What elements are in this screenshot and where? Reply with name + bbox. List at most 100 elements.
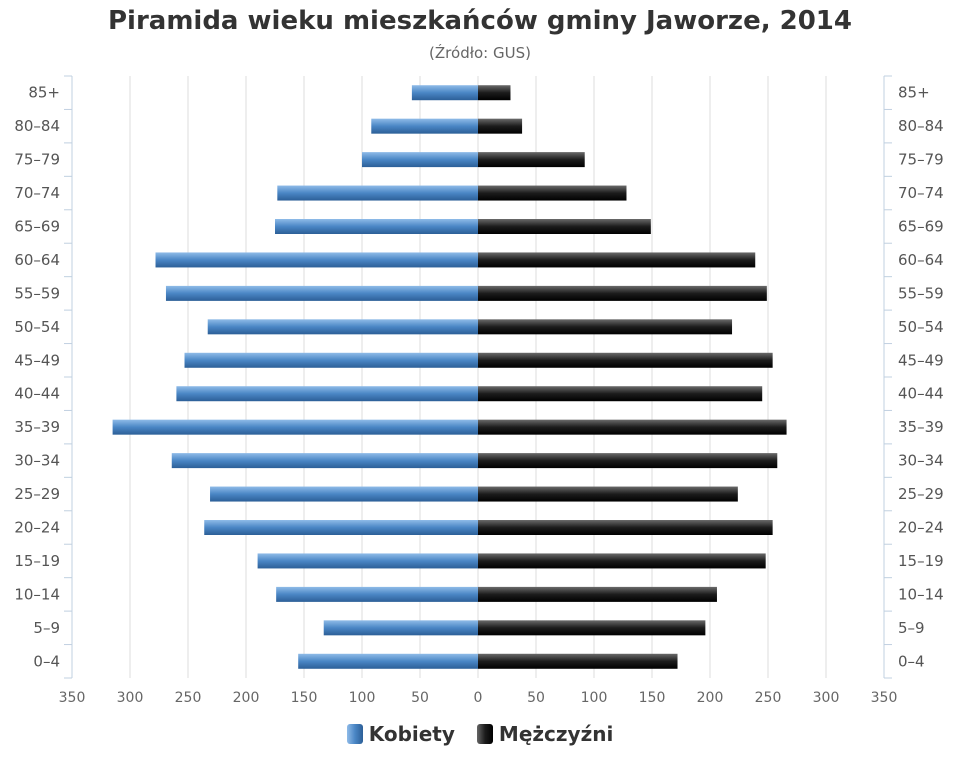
x-tick-label: 300 — [813, 690, 840, 706]
bar-mezczyzni — [478, 553, 766, 569]
legend-label-kobiety: Kobiety — [368, 722, 455, 746]
left-category-label: 65–69 — [14, 218, 60, 236]
bar-kobiety — [176, 386, 478, 402]
right-category-label: 85+ — [898, 84, 930, 102]
bar-kobiety — [371, 118, 478, 134]
legend-item-mezczyzni[interactable]: Mężczyźni — [476, 722, 614, 746]
bar-mezczyzni — [478, 586, 717, 602]
right-category-label: 70–74 — [898, 184, 944, 202]
x-axis: 350 300 250 200 150 100 50 0 50 100 150 200 250 300 35… — [59, 690, 898, 706]
x-tick-label: 50 — [527, 690, 545, 706]
bar-mezczyzni — [478, 419, 787, 435]
bar-kobiety — [276, 586, 478, 602]
bar-kobiety — [204, 520, 479, 535]
bar-mezczyzni — [478, 453, 778, 469]
right-category-label: 80–84 — [898, 117, 944, 135]
left-category-label: 0–4 — [33, 652, 60, 670]
x-tick-label: 200 — [697, 690, 724, 706]
left-category-label: 85+ — [28, 84, 60, 102]
x-tick-label: 300 — [117, 690, 144, 706]
left-category-label: 10–14 — [14, 585, 60, 603]
right-category-label: 10–14 — [898, 585, 944, 603]
bar-kobiety — [298, 653, 478, 669]
right-category-label: 25–29 — [898, 485, 944, 503]
left-category-label: 75–79 — [14, 151, 60, 169]
x-tick-label: 150 — [639, 690, 666, 706]
right-category-label: 40–44 — [898, 385, 944, 403]
x-tick-label: 100 — [581, 690, 608, 706]
right-category-label: 65–69 — [898, 218, 944, 236]
bar-kobiety — [207, 319, 478, 335]
bar-kobiety — [112, 419, 478, 435]
bar-mezczyzni — [478, 352, 773, 368]
bar-mezczyzni — [478, 653, 678, 669]
x-tick-label: 0 — [474, 690, 483, 706]
legend-item-kobiety[interactable]: Kobiety — [346, 722, 455, 746]
left-category-label: 80–84 — [14, 117, 60, 135]
left-category-label: 60–64 — [14, 251, 60, 269]
x-tick-label: 150 — [291, 690, 318, 706]
right-category-label: 50–54 — [898, 318, 944, 336]
left-category-label: 45–49 — [14, 351, 60, 369]
left-category-label: 55–59 — [14, 284, 60, 302]
bar-mezczyzni — [478, 152, 585, 168]
x-tick-label: 250 — [175, 690, 202, 706]
left-category-label: 40–44 — [14, 385, 60, 403]
right-category-label: 20–24 — [898, 519, 944, 537]
right-category-label: 45–49 — [898, 351, 944, 369]
x-tick-label: 200 — [233, 690, 260, 706]
legend-swatch-mezczyzni — [476, 724, 493, 744]
bar-kobiety — [323, 620, 478, 636]
left-category-label: 5–9 — [33, 619, 60, 637]
x-tick-label: 350 — [59, 690, 86, 706]
bar-mezczyzni — [478, 620, 706, 636]
bar-mezczyzni — [478, 252, 756, 268]
left-category-label: 35–39 — [14, 418, 60, 436]
right-category-label: 35–39 — [898, 418, 944, 436]
bar-mezczyzni — [478, 118, 523, 134]
chart-title: Piramida wieku mieszkańców gminy Jaworze… — [107, 6, 852, 36]
bar-mezczyzni — [478, 285, 767, 301]
left-category-label: 70–74 — [14, 184, 60, 202]
legend-swatch-kobiety — [346, 724, 363, 744]
bar-kobiety — [362, 152, 478, 168]
left-category-label: 25–29 — [14, 485, 60, 503]
right-category-label: 55–59 — [898, 284, 944, 302]
x-tick-label: 50 — [411, 690, 429, 706]
legend-label-mezczyzni: Mężczyźni — [498, 722, 614, 746]
bar-mezczyzni — [478, 85, 511, 101]
left-category-label: 20–24 — [14, 519, 60, 537]
right-category-label: 15–19 — [898, 552, 944, 570]
bar-kobiety — [155, 252, 478, 268]
bar-mezczyzni — [478, 386, 763, 402]
x-tick-label: 250 — [755, 690, 782, 706]
bar-mezczyzni — [478, 185, 627, 201]
bar-kobiety — [210, 486, 479, 502]
bar-mezczyzni — [478, 520, 773, 535]
right-category-label: 30–34 — [898, 452, 944, 470]
bar-mezczyzni — [478, 486, 738, 502]
bar-kobiety — [277, 185, 478, 201]
right-category-label: 5–9 — [898, 619, 925, 637]
bar-kobiety — [411, 85, 478, 101]
category-axes: 0–4 0–4 5–9 5–9 10–14 10–14 15–19 15–19 20–24 20–… — [14, 75, 944, 679]
bar-kobiety — [184, 352, 478, 368]
x-tick-label: 350 — [871, 690, 898, 706]
left-category-label: 15–19 — [14, 552, 60, 570]
bar-kobiety — [275, 219, 478, 234]
bars — [112, 85, 787, 669]
legend: Kobiety Mężczyźni — [0, 722, 960, 746]
bar-kobiety — [171, 453, 478, 469]
bar-mezczyzni — [478, 319, 733, 335]
bar-mezczyzni — [478, 219, 651, 234]
right-category-label: 0–4 — [898, 652, 925, 670]
bar-kobiety — [165, 285, 478, 301]
left-category-label: 50–54 — [14, 318, 60, 336]
x-tick-label: 100 — [349, 690, 376, 706]
chart-subtitle: (Źródło: GUS) — [429, 44, 531, 62]
bar-kobiety — [257, 553, 478, 569]
right-category-label: 75–79 — [898, 151, 944, 169]
right-category-label: 60–64 — [898, 251, 944, 269]
left-category-label: 30–34 — [14, 452, 60, 470]
